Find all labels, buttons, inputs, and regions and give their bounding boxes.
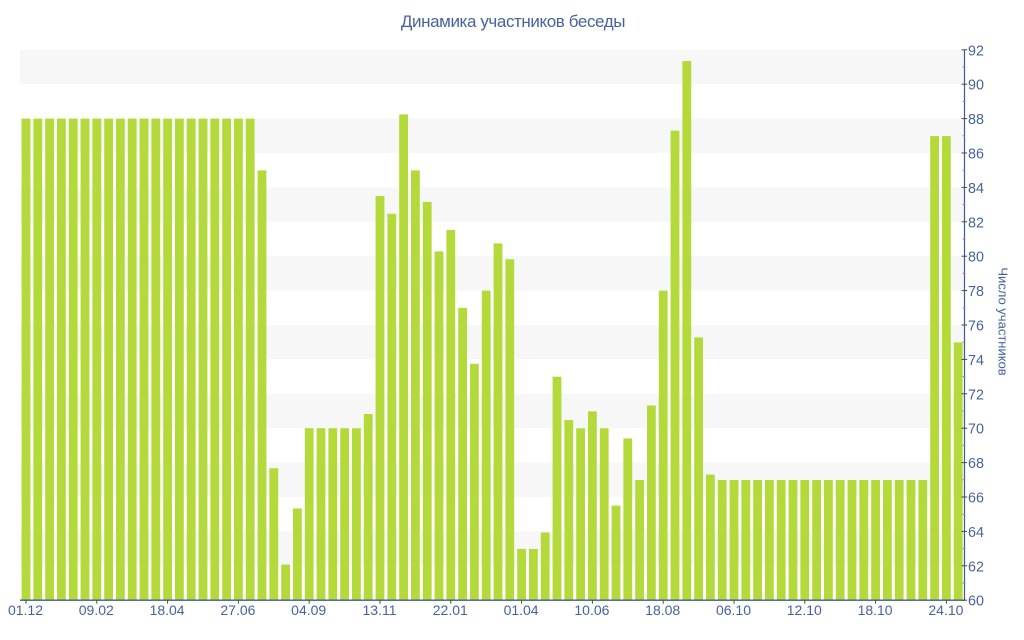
svg-text:01.04: 01.04 (504, 602, 539, 618)
svg-text:18.08: 18.08 (645, 602, 680, 618)
svg-text:82: 82 (968, 215, 984, 231)
svg-text:10.06: 10.06 (574, 602, 609, 618)
svg-text:62: 62 (968, 559, 984, 575)
svg-text:27.06: 27.06 (220, 602, 255, 618)
svg-text:92: 92 (968, 43, 984, 59)
svg-text:18.10: 18.10 (858, 602, 893, 618)
svg-text:64: 64 (968, 525, 984, 541)
svg-text:Число участников: Число участников (996, 267, 1011, 375)
svg-text:84: 84 (968, 181, 984, 197)
svg-text:90: 90 (968, 78, 984, 94)
svg-text:13.11: 13.11 (363, 602, 397, 618)
svg-text:76: 76 (968, 319, 984, 335)
svg-text:70: 70 (968, 422, 984, 438)
svg-text:Динамика участников беседы: Динамика участников беседы (401, 12, 625, 31)
svg-text:80: 80 (968, 250, 984, 266)
svg-text:66: 66 (968, 491, 984, 507)
svg-text:68: 68 (968, 456, 984, 472)
svg-text:86: 86 (968, 147, 984, 163)
svg-text:22.01: 22.01 (433, 602, 468, 618)
svg-text:24.10: 24.10 (928, 602, 963, 618)
svg-text:01.12: 01.12 (8, 602, 43, 618)
svg-text:06.10: 06.10 (716, 602, 751, 618)
svg-text:78: 78 (968, 284, 984, 300)
svg-text:88: 88 (968, 112, 984, 128)
svg-text:60: 60 (968, 594, 984, 610)
svg-text:04.09: 04.09 (291, 602, 326, 618)
svg-text:12.10: 12.10 (787, 602, 822, 618)
svg-text:09.02: 09.02 (79, 602, 114, 618)
svg-text:74: 74 (968, 353, 984, 369)
svg-text:18.04: 18.04 (150, 602, 185, 618)
svg-text:72: 72 (968, 387, 984, 403)
